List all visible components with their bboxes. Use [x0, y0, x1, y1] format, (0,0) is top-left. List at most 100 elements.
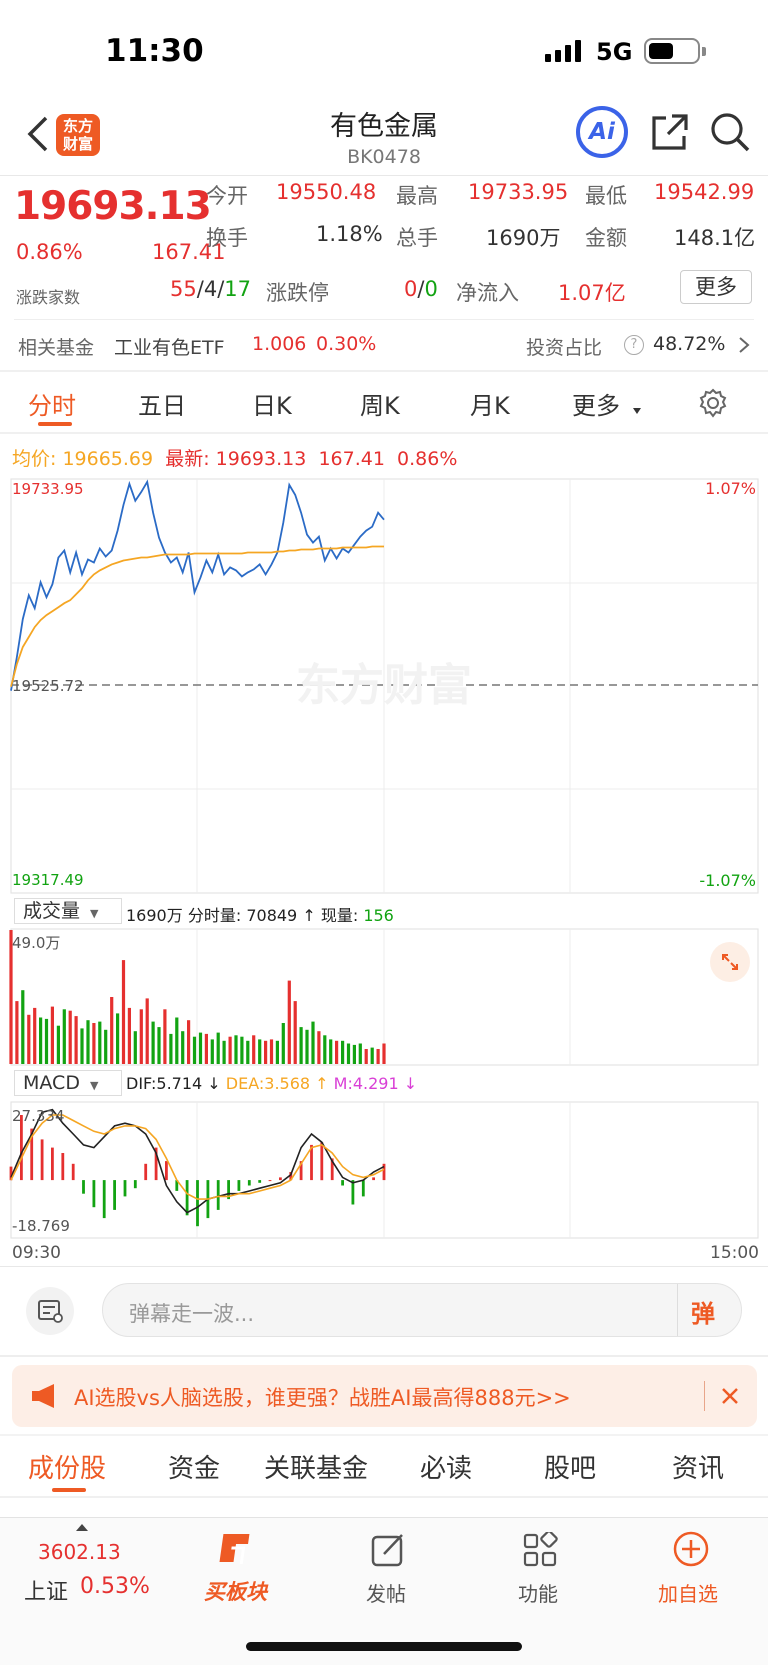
comment-bar: 弹幕走一波... 弹 [0, 1267, 768, 1355]
tab-monthly-k[interactable]: 月K [470, 392, 510, 420]
tab-intraday[interactable]: 分时 [28, 392, 76, 420]
volume-bar [133, 1031, 137, 1064]
tab-related-funds[interactable]: 关联基金 [264, 1454, 369, 1484]
settings-gear-icon[interactable] [698, 388, 728, 418]
danmaku-settings-icon[interactable] [26, 1287, 74, 1335]
volume-bar [163, 1009, 167, 1064]
volume-bar [15, 1001, 19, 1064]
y-tick-low: 19317.49 [12, 871, 84, 889]
tab-news[interactable]: 资讯 [672, 1454, 725, 1484]
volume-bar [192, 1036, 197, 1064]
volume-total: 1690万 [126, 906, 183, 925]
turnover-label: 换手 [206, 226, 248, 250]
tab-must-read[interactable]: 必读 [420, 1454, 473, 1484]
current-price: 19693.13 [14, 184, 212, 229]
fund-label: 相关基金 [18, 337, 95, 359]
volume-indicator-bar: 成交量 ▼ 1690万 分时量: 70849 ↑ 现量: 156 [12, 898, 758, 926]
ai-button[interactable]: Ai [576, 106, 628, 158]
volume-select[interactable]: 成交量 ▼ [14, 898, 122, 924]
tab-active-underline [38, 422, 72, 426]
low-label: 最低 [585, 184, 627, 208]
add-watchlist-button[interactable]: 加自选 [652, 1526, 732, 1616]
limit-label: 涨跌停 [266, 281, 329, 305]
price-info-line: 均价: 19665.69 最新: 19693.13 167.41 0.86% [12, 448, 458, 470]
bottom-tab-bar: 3602.13 上证 0.53% 买板块 发帖 功能 加自选 [0, 1517, 768, 1665]
tab-constituents[interactable]: 成份股 [28, 1454, 107, 1484]
volume-bar [335, 1040, 339, 1064]
volume-bar [346, 1043, 351, 1064]
promo-banner[interactable]: AI选股vs人脑选股，谁更强？战胜AI最高得888元>> [12, 1365, 757, 1427]
battery-icon [644, 38, 706, 64]
macd-histogram-bar [247, 1180, 251, 1186]
danmaku-send-button[interactable]: 弹 [691, 1300, 715, 1328]
volume-bar [264, 1040, 268, 1064]
macd-histogram-bar [258, 1180, 262, 1183]
volume-bar [27, 1014, 31, 1064]
fund-price: 1.006 [252, 333, 307, 355]
index-widget[interactable]: 3602.13 上证 0.53% [24, 1540, 150, 1605]
macd-histogram-bar [185, 1180, 189, 1216]
tab-daily-k[interactable]: 日K [252, 392, 292, 420]
macd-histogram-bar [382, 1163, 386, 1181]
comment-input[interactable]: 弹幕走一波... 弹 [102, 1283, 742, 1337]
volume-bar [234, 1035, 238, 1064]
share-icon[interactable] [650, 112, 690, 152]
app-logo: 东方 财富 [56, 114, 100, 156]
buy-sector-button[interactable]: 买板块 [198, 1526, 274, 1616]
volume-bar [364, 1049, 368, 1064]
macd-histogram-bar [133, 1180, 137, 1189]
volume-chart[interactable]: 49.0万 [0, 928, 768, 1066]
volume-bar [228, 1036, 232, 1064]
tab-more[interactable]: 更多 [572, 392, 620, 420]
post-button[interactable]: 发帖 [350, 1526, 426, 1616]
volume-bar [305, 1029, 309, 1064]
volume-bar [341, 1040, 345, 1064]
caret-down-icon [633, 408, 641, 414]
chart-tabs: 分时 五日 日K 周K 月K 更多 [0, 372, 768, 432]
volume-bar [175, 1017, 179, 1064]
volume-bar [246, 1040, 250, 1064]
search-icon[interactable] [710, 112, 752, 154]
macd-histogram-bar [268, 1180, 272, 1182]
tab-five-day[interactable]: 五日 [138, 392, 186, 420]
macd-dif-line [10, 1108, 385, 1214]
volume-max-label: 49.0万 [12, 934, 60, 952]
tab-funds[interactable]: 资金 [168, 1454, 221, 1484]
volume-bar [204, 1033, 208, 1064]
macd-histogram-bar [320, 1142, 324, 1181]
close-icon[interactable] [718, 1384, 742, 1412]
macd-histogram-bar [299, 1161, 303, 1181]
expand-icon[interactable] [710, 942, 750, 982]
change-value: 167.41 [152, 240, 226, 264]
ratio-value: 48.72% [653, 333, 726, 355]
volume-bar [145, 998, 149, 1064]
adv-dec-label: 涨跌家数 [16, 288, 81, 307]
back-icon[interactable] [24, 114, 54, 154]
volume-bar [110, 997, 114, 1064]
related-fund-row[interactable]: 相关基金 工业有色ETF 1.006 0.30% 投资占比 ? 48.72% [0, 320, 768, 370]
macd-histogram-bar [279, 1177, 282, 1181]
macd-histogram-bar [165, 1161, 168, 1181]
volume-bar [287, 980, 291, 1064]
volume-bar [92, 1023, 96, 1064]
macd-histogram-bar [175, 1180, 179, 1191]
high-value: 19733.95 [468, 180, 569, 204]
macd-dif: DIF:5.714 [126, 1074, 203, 1093]
macd-select[interactable]: MACD ▼ [14, 1070, 122, 1096]
tab-forum[interactable]: 股吧 [544, 1454, 597, 1484]
macd-chart[interactable]: 27.334 -18.769 [0, 1101, 768, 1239]
macd-histogram-bar [310, 1144, 313, 1181]
macd-histogram-bar [20, 1115, 23, 1181]
macd-histogram-bar [71, 1163, 75, 1181]
more-button[interactable]: 更多 [680, 270, 752, 304]
adv-dec-values: 55/4/17 [170, 277, 251, 301]
macd-histogram-bar [227, 1180, 230, 1200]
intraday-price-chart[interactable]: 东方财富 19733.95 19525.72 19317.49 1.07% -1… [0, 476, 768, 894]
amount-value: 148.1亿 [674, 226, 756, 250]
functions-button[interactable]: 功能 [502, 1526, 578, 1616]
help-icon[interactable]: ? [624, 335, 644, 355]
home-indicator [246, 1642, 522, 1651]
macd-histogram-bar [51, 1147, 54, 1181]
ratio-label: 投资占比 [526, 337, 603, 359]
tab-weekly-k[interactable]: 周K [360, 392, 400, 420]
